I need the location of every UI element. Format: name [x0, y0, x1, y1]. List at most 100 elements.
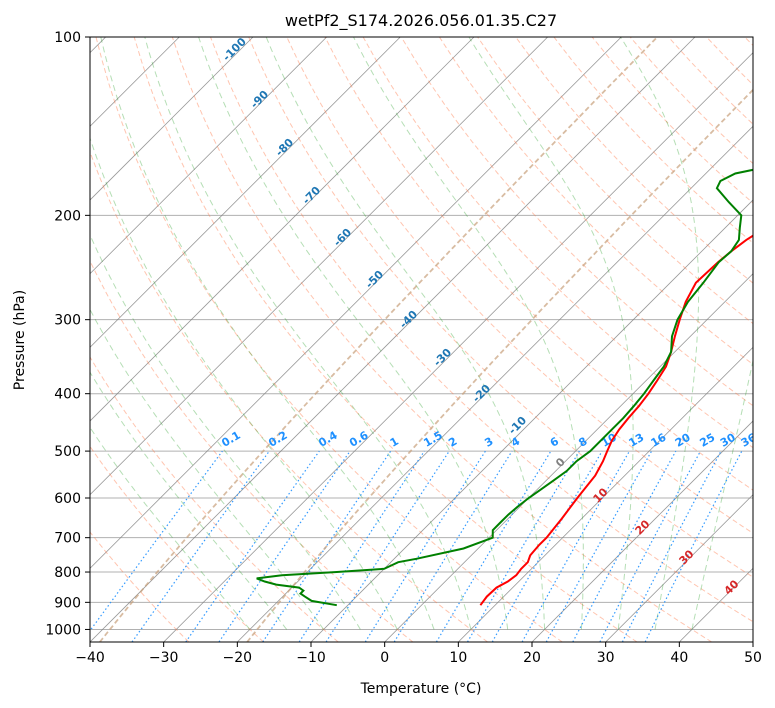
isotherm-line: [90, 37, 401, 348]
dry-adiabat: [95, 37, 563, 642]
adiabat-label: -80: [273, 136, 296, 159]
isotherm-line: [310, 199, 753, 642]
isotherm-line: [163, 52, 753, 642]
y-tick-label: 500: [54, 444, 81, 460]
background-lines: [90, 37, 753, 642]
adiabat-label: 40: [722, 577, 742, 597]
x-tick-label: −40: [75, 650, 105, 666]
mixing-ratio-line: [521, 450, 631, 642]
mixing-ratio-line: [644, 450, 743, 642]
chart-title: wetPf2_S174.2026.056.01.35.C27: [285, 11, 557, 31]
mixing-ratio-label: 25: [698, 431, 718, 450]
y-axis: 100 200 300 400 500 600 700 800 900 1000: [45, 30, 90, 638]
mixing-ratio-line: [90, 450, 223, 632]
mixing-ratio-line: [545, 450, 653, 642]
mixing-ratio-label: 0.6: [347, 429, 371, 450]
mixing-ratio-label: 0.4: [316, 429, 340, 450]
dry-adiabat: [90, 445, 264, 642]
adiabat-label: -90: [248, 88, 271, 111]
moist-adiabat: [265, 37, 546, 630]
x-tick-label: 30: [597, 650, 615, 666]
y-tick-label: 400: [54, 387, 81, 403]
x-tick-label: 10: [449, 650, 467, 666]
x-tick-label: −10: [296, 650, 326, 666]
adiabat-label: -70: [300, 184, 323, 207]
isotherm-line: [90, 37, 622, 569]
y-axis-label: Pressure (hPa): [12, 290, 28, 390]
x-tick-label: 40: [670, 650, 688, 666]
x-tick-label: 20: [523, 650, 541, 666]
isotherm-line: [90, 37, 475, 422]
mixing-ratio-label: 0.1: [219, 429, 242, 450]
mixing-ratio-line: [435, 450, 552, 642]
moist-adiabat: [90, 233, 361, 630]
x-tick-label: −20: [223, 650, 253, 666]
mixing-ratio-label: 3: [482, 435, 495, 450]
isotherm-line: [90, 37, 548, 496]
mixing-ratio-line: [599, 450, 702, 642]
adiabat-label: -40: [397, 308, 420, 331]
y-tick-label: 1000: [45, 622, 81, 638]
y-tick-label: 800: [54, 565, 81, 581]
plot-frame: [89, 36, 754, 643]
y-tick-label: 100: [54, 30, 81, 46]
mixing-ratio-line: [393, 450, 513, 642]
mixing-ratio-label: 16: [649, 431, 669, 450]
dry-adiabat: [515, 37, 753, 284]
mixing-ratio-label: 1: [388, 435, 401, 450]
moist-adiabat: [468, 37, 634, 630]
y-tick-label: 300: [54, 313, 81, 329]
isotherm-line: [90, 37, 696, 642]
dry-adiabat: [438, 37, 753, 366]
isotherm-line: [605, 494, 753, 642]
isotherm-line: [237, 125, 753, 642]
adiabat-label: -100: [220, 35, 249, 64]
adiabat-label: 30: [677, 547, 697, 567]
moist-adiabat: [90, 136, 398, 630]
moist-adiabat: [198, 37, 509, 630]
dry-adiabat: [400, 37, 753, 407]
mixing-ratio-label: 8: [576, 435, 589, 450]
adiabat-label: -30: [431, 346, 454, 369]
dry-adiabat: [248, 37, 753, 578]
isotherm-line: [90, 37, 327, 275]
dry-adiabat: [324, 37, 753, 491]
y-tick-label: 700: [54, 531, 81, 547]
moist-adiabat: [353, 37, 584, 630]
mixing-ratio-line: [185, 450, 320, 642]
mixing-ratio-label: 4: [509, 434, 522, 449]
mixing-ratio-label: 6: [548, 434, 561, 449]
adiabat-label: 20: [633, 517, 653, 537]
dry-adiabat: [171, 37, 712, 642]
moist-adiabat: [620, 37, 700, 630]
isotherm-line: [90, 37, 254, 201]
adiabat-label: -20: [470, 382, 493, 405]
y-tick-label: 600: [54, 491, 81, 507]
moist-adiabat: [100, 37, 435, 630]
dry-adiabat: [90, 150, 488, 642]
mixing-ratio-label: 36: [739, 431, 759, 450]
special-isotherm: [99, 37, 658, 642]
adiabat-label: -10: [506, 414, 529, 437]
y-tick-label: 200: [54, 208, 81, 224]
x-tick-label: 0: [380, 650, 389, 666]
adiabat-label: 10: [591, 485, 611, 505]
dry-adiabat: [553, 37, 753, 244]
moist-adiabat: [691, 358, 753, 630]
dry-adiabat: [90, 531, 190, 642]
mixing-ratio-line: [325, 450, 450, 642]
isotherm-line: [679, 567, 753, 642]
dry-adiabat: [90, 259, 414, 642]
mixing-ratio-line: [572, 450, 677, 642]
x-axis-label: Temperature (°C): [360, 681, 482, 697]
dewpoint-profile: [256, 168, 753, 607]
moist-adiabat: [90, 426, 251, 630]
x-tick-label: 50: [744, 650, 762, 666]
mixing-ratio-line: [298, 450, 425, 642]
x-axis: −40 −30 −20 −10 0 10 20 30 40 50: [75, 642, 762, 666]
mixing-ratio-label: 20: [673, 431, 693, 450]
isotherm-line: [531, 420, 753, 642]
adiabat-label: -50: [363, 268, 386, 291]
moist-adiabat: [144, 37, 472, 630]
special-isotherm: [246, 88, 753, 642]
